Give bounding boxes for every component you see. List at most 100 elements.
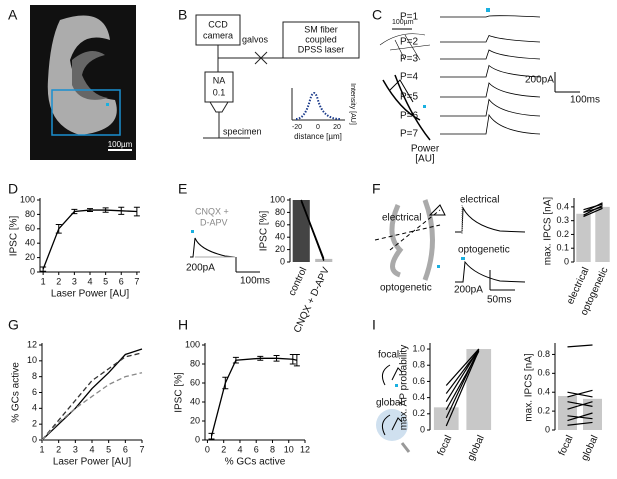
pair-line <box>445 348 480 386</box>
line <box>41 372 143 441</box>
x-axis-label: Laser Power [AU] <box>53 457 132 468</box>
line <box>41 352 143 441</box>
y-tick-label: 6 <box>32 387 37 397</box>
y-tick-label: 8 <box>32 371 37 381</box>
x-tick-label: 0 <box>205 444 210 454</box>
x-tick-label: 6 <box>123 444 128 454</box>
pair-line <box>567 401 593 407</box>
error-bar <box>40 266 47 272</box>
bar <box>583 398 602 430</box>
x-tick-label: 5 <box>106 444 111 454</box>
y-tick-label: 0.3 <box>556 215 569 225</box>
y-tick-label: 0 <box>195 434 200 444</box>
bar <box>558 396 577 430</box>
panel-label: H <box>178 317 188 333</box>
panel-label: F <box>372 181 381 197</box>
x-label: distance [µm] <box>294 132 342 141</box>
y-tick-label: 0.2 <box>537 405 550 415</box>
stim-marker <box>191 230 194 233</box>
y-tick-label: 0.4 <box>412 392 425 402</box>
drug-label: D-APV <box>200 217 228 227</box>
x-axis-label: Laser Power [AU] <box>51 289 130 300</box>
y-tick-label: 0.6 <box>537 368 550 378</box>
drug-label: CNQX + <box>195 206 229 216</box>
stim-spot <box>437 265 440 268</box>
scale-label: 100ms <box>570 95 600 106</box>
stim-label: optogenetic <box>380 283 432 294</box>
x-tick-label: 4 <box>89 444 94 454</box>
error-bar <box>232 356 239 364</box>
line <box>210 357 298 437</box>
pair-line <box>567 391 593 398</box>
trace-label: electrical <box>460 195 499 206</box>
error-bar <box>273 354 280 362</box>
y-tick-label: 80 <box>275 207 285 217</box>
bar <box>292 200 310 262</box>
error-bar <box>71 208 78 215</box>
bar <box>595 206 610 262</box>
x-tick-label: 7 <box>134 276 139 286</box>
y-axis-label: max. IPCS [nA] <box>543 197 554 266</box>
camera-label: CCD <box>208 19 228 29</box>
bar <box>576 213 591 262</box>
x-tick-label: 1 <box>41 276 46 286</box>
y-tick-label: 0 <box>420 424 425 434</box>
trace <box>440 34 541 43</box>
pair-line <box>583 202 603 213</box>
pair-line <box>567 389 593 398</box>
x-tick-label: 4 <box>87 276 92 286</box>
objective-label: NA <box>213 75 226 85</box>
y-tick-label: 0 <box>545 424 550 434</box>
pair-line <box>567 412 593 422</box>
y-tick-label: 4 <box>32 403 37 413</box>
neuron <box>381 364 403 386</box>
x-tick-label: 6 <box>119 276 124 286</box>
error-bar <box>257 355 264 361</box>
y-tick-label: 0 <box>32 434 37 444</box>
x-tick-label: focal <box>435 434 454 458</box>
x-tick-label: 2 <box>221 444 226 454</box>
y-tick-label: 100 <box>20 194 35 204</box>
stim-spot <box>395 384 398 387</box>
x-tick-label: 12 <box>300 444 310 454</box>
x-tick-label: 10 <box>284 444 294 454</box>
panel-label: B <box>178 7 187 23</box>
trace <box>440 113 541 135</box>
trace <box>455 206 526 233</box>
x-tick-label: 3 <box>72 276 77 286</box>
laser-label: DPSS laser <box>298 44 345 54</box>
y-tick-label: 60 <box>190 377 200 387</box>
bar <box>433 407 459 430</box>
y-tick-label: 60 <box>25 223 35 233</box>
power-label: P=1 <box>400 12 419 23</box>
y-axis-label: % GCs active <box>11 362 22 423</box>
y-label: Intensity [AU] <box>349 83 356 125</box>
y-tick-label: 0.1 <box>556 243 569 253</box>
y-tick-label: 0.6 <box>412 376 425 386</box>
x-tick-label: control <box>287 266 310 298</box>
stim-label: electrical <box>382 213 421 224</box>
y-tick-label: 0.4 <box>556 201 569 211</box>
y-axis-label: IPSC [%] <box>9 216 20 257</box>
x-tick-label: 3 <box>73 444 78 454</box>
y-tick-label: 1.0 <box>412 343 425 353</box>
y-tick-label: 10 <box>27 355 37 365</box>
stim-spot <box>106 103 109 106</box>
electrode <box>374 209 441 251</box>
pair-line <box>300 201 325 261</box>
y-axis-label: IPSC [%] <box>259 211 270 252</box>
laser-label: SM fiber <box>304 24 338 34</box>
traces <box>440 15 541 135</box>
trace <box>440 64 541 78</box>
galvos-label: galvos <box>242 34 269 44</box>
pair-line <box>567 344 593 348</box>
setup <box>195 14 360 139</box>
y-tick-label: 80 <box>25 209 35 219</box>
pair-line <box>445 350 480 427</box>
stim-marker <box>461 257 465 260</box>
pair-line <box>583 204 603 216</box>
trace <box>455 260 526 283</box>
y-tick-label: 100 <box>185 339 200 349</box>
scale-label: 200pA <box>525 75 554 86</box>
x-tick-label: 7 <box>139 444 144 454</box>
